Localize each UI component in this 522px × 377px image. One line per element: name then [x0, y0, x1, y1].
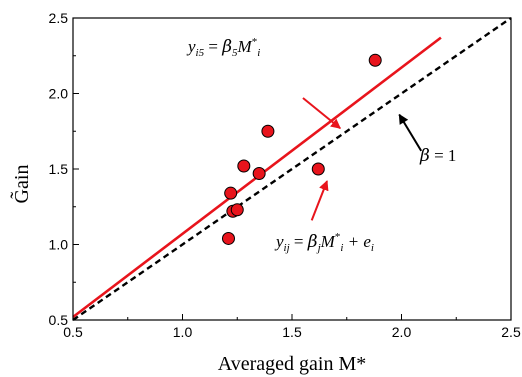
- data-point: [311, 162, 325, 176]
- data-point: [221, 231, 235, 245]
- data-point: [368, 53, 382, 67]
- annotation-model-equation: yij = βjM*i + ei: [274, 231, 374, 254]
- plot-lines: [72, 17, 512, 321]
- y-axis-title: G̃ain: [9, 165, 33, 204]
- x-tick-label: 2.5: [501, 324, 521, 340]
- data-point: [224, 186, 238, 200]
- annotation-fit-equation: yi5 = β5M*i: [186, 36, 260, 59]
- plot-points: [221, 53, 382, 245]
- y-tick-label: 1.5: [49, 161, 69, 177]
- annotation-arrow-model: [310, 180, 329, 221]
- x-tick-label: 0.5: [63, 324, 83, 340]
- y-tick-label: 0.5: [49, 312, 69, 328]
- x-tick-label: 1.5: [282, 324, 302, 340]
- data-point: [252, 167, 266, 181]
- data-point: [230, 203, 244, 217]
- annotation-arrow-identity: [398, 113, 423, 152]
- annotation-arrows: [302, 97, 423, 221]
- y-tick-label: 2.5: [49, 10, 69, 26]
- x-tick-label: 1.0: [173, 324, 193, 340]
- data-point: [261, 124, 275, 138]
- identity-line: [72, 17, 512, 321]
- x-tick-label: 2.0: [392, 324, 412, 340]
- y-tick-label: 1.0: [49, 237, 69, 253]
- annotation-identity: β = 1: [419, 146, 456, 166]
- x-axis-title: Averaged gain M*: [218, 353, 366, 375]
- y-tick-label: 2.0: [49, 86, 69, 102]
- data-point: [237, 159, 251, 173]
- axis-ticks: 0.50.5 1.0 1.0 1.5 1.5 2.0 2.0 2.5 2.5: [49, 10, 521, 340]
- annotation-arrow-fit: [302, 97, 341, 130]
